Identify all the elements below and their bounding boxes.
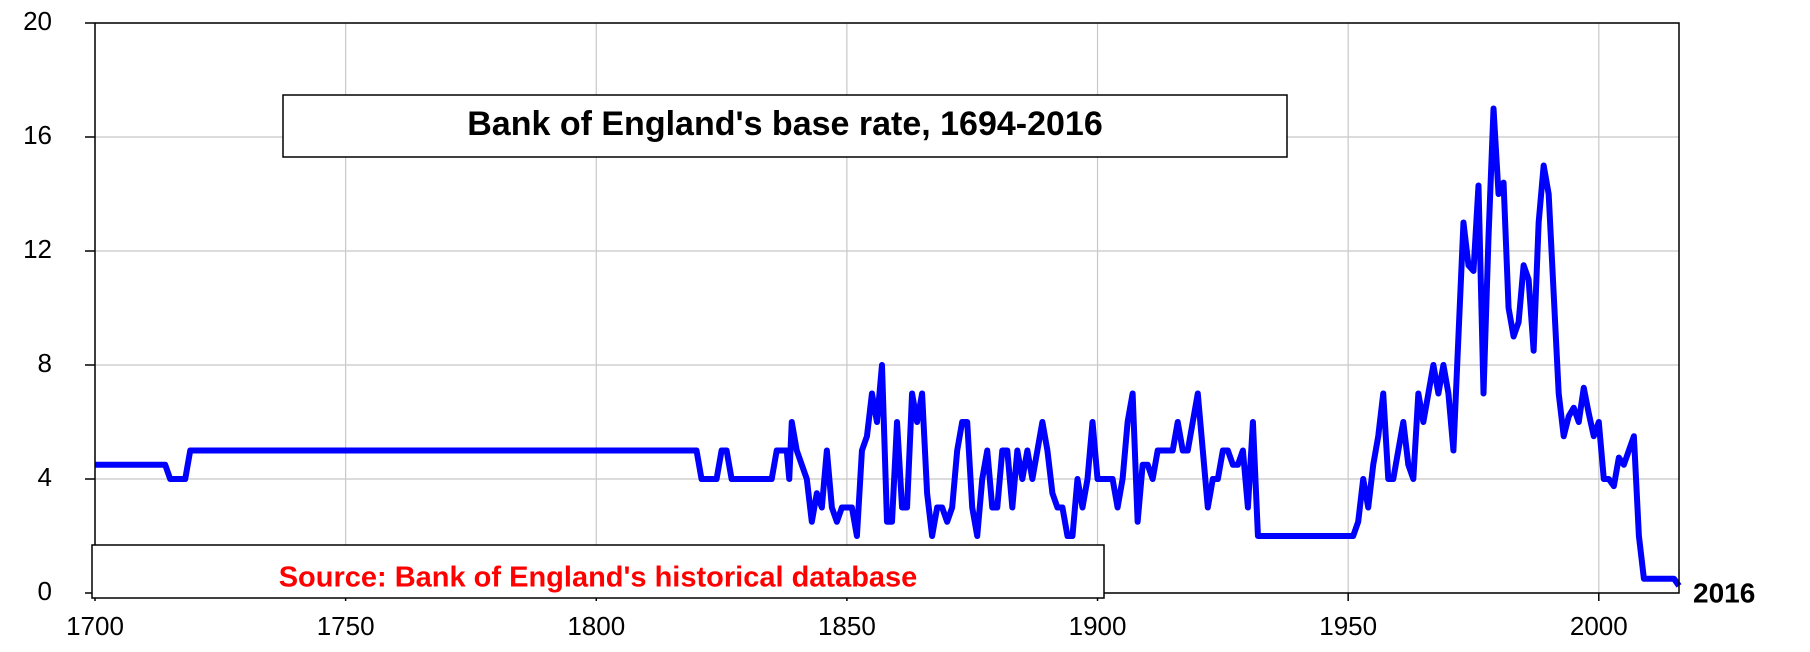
x-tick-label: 2000 [1570,611,1628,641]
source-box [91,544,1105,599]
y-tick-label: 20 [23,6,52,36]
y-tick-label: 16 [23,120,52,150]
y-tick-label: 8 [38,348,52,378]
y-tick-label: 0 [38,576,52,606]
chart-title: Bank of England's base rate, 1694-2016 [467,105,1102,143]
source-note: Source: Bank of England's historical dat… [279,562,918,594]
title-box [282,94,1288,158]
x-tick-label: 1900 [1069,611,1127,641]
y-tick-label: 12 [23,234,52,264]
x-tick-label: 1950 [1319,611,1377,641]
y-tick-label: 4 [38,462,52,492]
x-tick-label: 1700 [66,611,124,641]
rate-line [95,105,1682,588]
end-label: 2016 [1693,577,1755,608]
x-tick-label: 1850 [818,611,876,641]
x-tick-label: 1750 [317,611,375,641]
x-tick-label: 1800 [567,611,625,641]
